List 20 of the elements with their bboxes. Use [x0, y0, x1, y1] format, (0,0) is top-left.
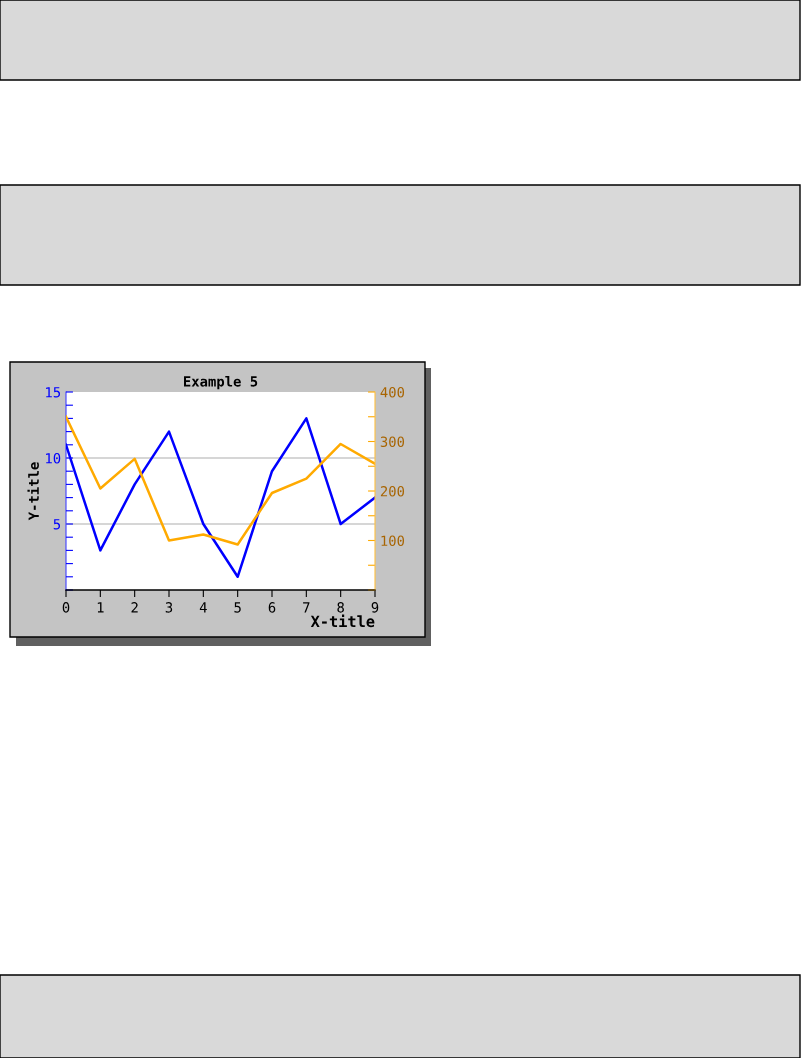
x-tick-label: 6: [268, 602, 276, 613]
x-tick-label: 3: [165, 602, 173, 613]
x-tick-label: 5: [234, 602, 241, 613]
x-tick-label: 8: [337, 602, 344, 613]
x-axis-title: X-title: [310, 614, 375, 628]
x-tick-label: 4: [199, 602, 207, 613]
y-axis-title: Y-title: [27, 462, 39, 521]
y-tick-label: 5: [53, 519, 61, 530]
y-tick-label: 15: [46, 387, 61, 398]
chart-title: Example 5: [184, 375, 258, 390]
y2-tick-label: 200: [380, 486, 405, 497]
x-tick-label: 7: [303, 602, 310, 613]
y2-tick-label: 400: [380, 387, 405, 398]
y-tick-label: 10: [46, 453, 61, 464]
y2-tick-label: 100: [381, 535, 405, 547]
x-tick-label: 9: [371, 602, 379, 613]
x-tick-label: 1: [97, 602, 104, 613]
x-tick-label: 2: [131, 602, 138, 613]
x-tick-label: 0: [62, 602, 70, 613]
y2-tick-label: 300: [380, 436, 405, 448]
